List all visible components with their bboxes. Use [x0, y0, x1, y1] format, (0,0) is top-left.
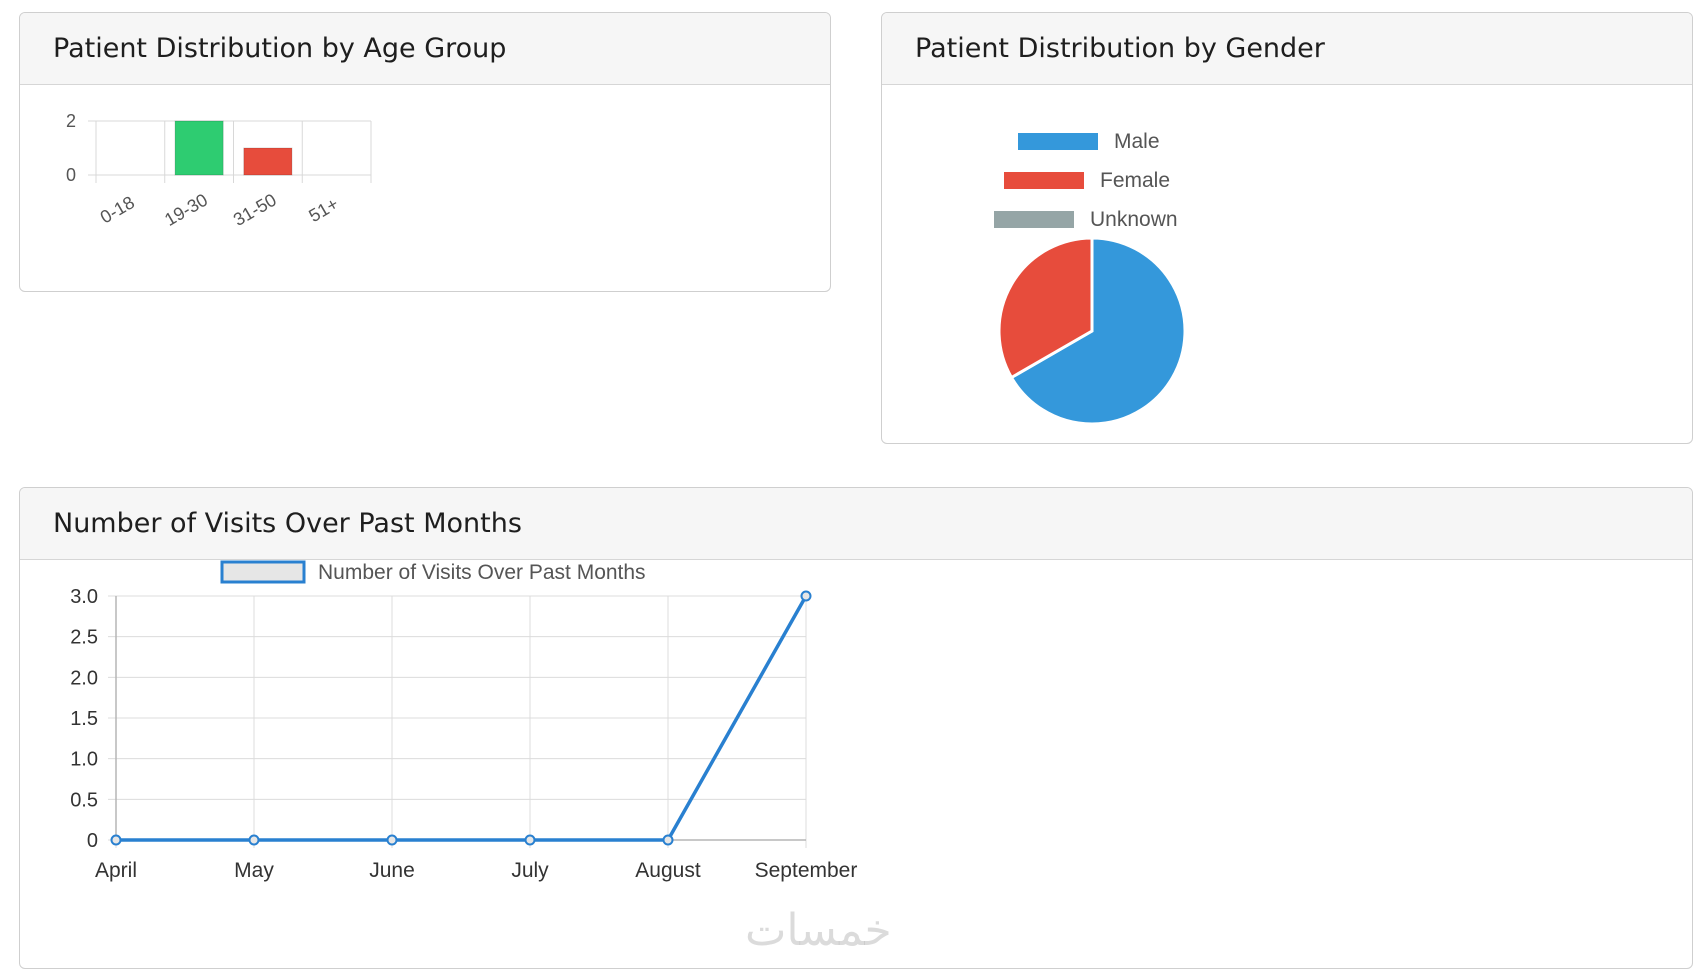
legend-label-female: Female: [1100, 169, 1170, 192]
y-tick-label: 2.5: [70, 627, 98, 649]
x-tick-label: August: [635, 859, 701, 882]
gender-panel-header: Patient Distribution by Gender: [882, 13, 1692, 85]
y-tick-label: 0: [66, 165, 76, 185]
legend-swatch-unknown: [994, 211, 1074, 228]
legend-swatch-female: [1004, 172, 1084, 189]
y-tick-label: 0.5: [70, 789, 98, 811]
series-line-visits: [116, 595, 808, 842]
x-tick-label: 0-18: [97, 192, 138, 227]
data-point: [662, 834, 674, 846]
bar-31-50: [243, 147, 293, 176]
legend-label-male: Male: [1114, 130, 1160, 153]
visits-line-chart: Number of Visits Over Past Months 3.0 2.5 2…: [70, 560, 858, 882]
visits-panel-header: Number of Visits Over Past Months: [20, 488, 1692, 560]
data-point: [524, 834, 536, 846]
pie-slice-female: [997, 236, 1094, 380]
data-point: [386, 834, 398, 846]
data-point: [110, 834, 122, 846]
age-group-panel: Patient Distribution by Age Group 2 0 0-18…: [19, 12, 831, 292]
x-tick-label: September: [755, 859, 858, 882]
y-tick-label: 0: [87, 830, 98, 852]
y-tick-label: 2.0: [70, 667, 98, 689]
x-tick-label: April: [95, 859, 137, 882]
legend-swatch-visits: [220, 560, 306, 584]
age-group-bar-chart: 2 0 0-18 19-30 31-50 51+: [66, 111, 372, 230]
y-tick-label: 2: [66, 111, 76, 131]
gender-panel: Patient Distribution by Gender Male Femal…: [881, 12, 1693, 444]
x-tick-label: 19-30: [161, 190, 211, 230]
visits-panel-title: Number of Visits Over Past Months: [53, 508, 522, 539]
age-group-panel-title: Patient Distribution by Age Group: [53, 33, 507, 64]
x-tick-label: June: [369, 859, 415, 882]
y-tick-label: 1.0: [70, 749, 98, 771]
x-tick-label: 31-50: [230, 190, 280, 230]
x-tick-label: July: [511, 859, 549, 882]
visits-panel: Number of Visits Over Past Months Number…: [19, 487, 1693, 969]
legend-swatch-male: [1018, 133, 1098, 150]
data-point: [248, 834, 260, 846]
gender-panel-title: Patient Distribution by Gender: [915, 33, 1325, 64]
pie-slice-male: [1009, 236, 1187, 426]
legend-label-visits: Number of Visits Over Past Months: [318, 561, 646, 584]
y-tick-label: 3.0: [70, 586, 98, 608]
gender-pie-chart: Male Female Unknown: [994, 130, 1187, 426]
x-tick-label: 51+: [305, 194, 341, 227]
bar-19-30: [174, 120, 224, 176]
x-tick-label: May: [234, 859, 274, 882]
legend-label-unknown: Unknown: [1090, 208, 1178, 231]
data-point: [800, 590, 812, 602]
watermark-logo: خمسات: [745, 905, 892, 956]
age-group-panel-header: Patient Distribution by Age Group: [20, 13, 830, 85]
y-tick-label: 1.5: [70, 708, 98, 730]
